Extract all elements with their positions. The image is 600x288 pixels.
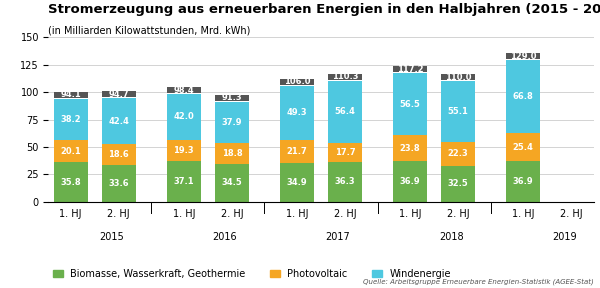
- Bar: [215, 164, 249, 202]
- Bar: [215, 143, 249, 164]
- Text: 42.0: 42.0: [173, 112, 194, 122]
- Text: 36.3: 36.3: [335, 177, 355, 186]
- Bar: [102, 165, 136, 202]
- Text: 37.1: 37.1: [173, 177, 194, 186]
- Text: 25.4: 25.4: [513, 143, 534, 152]
- Bar: [441, 74, 475, 80]
- Text: 18.8: 18.8: [221, 149, 242, 158]
- Text: 22.3: 22.3: [448, 149, 469, 158]
- Bar: [393, 135, 427, 161]
- Bar: [506, 133, 540, 161]
- Bar: [393, 67, 427, 73]
- Bar: [280, 163, 314, 202]
- Text: 32.5: 32.5: [448, 179, 469, 188]
- Bar: [328, 143, 362, 162]
- Bar: [393, 73, 427, 135]
- Text: 94.7: 94.7: [109, 90, 129, 99]
- Text: Stromerzeugung aus erneuerbaren Energien in den Halbjahren (2015 - 2018): Stromerzeugung aus erneuerbaren Energien…: [48, 3, 600, 16]
- Text: 56.4: 56.4: [335, 107, 355, 116]
- Text: 2017: 2017: [326, 232, 350, 242]
- Bar: [215, 102, 249, 143]
- Bar: [441, 81, 475, 142]
- Bar: [328, 74, 362, 80]
- Bar: [506, 60, 540, 133]
- Text: 129.0: 129.0: [510, 52, 536, 61]
- Text: 106.0: 106.0: [284, 77, 310, 86]
- Text: 66.8: 66.8: [513, 92, 533, 101]
- Bar: [167, 87, 201, 93]
- Bar: [215, 95, 249, 101]
- Bar: [102, 98, 136, 145]
- Text: 33.6: 33.6: [109, 179, 129, 188]
- Bar: [328, 81, 362, 143]
- Bar: [441, 142, 475, 166]
- Text: 34.9: 34.9: [287, 178, 307, 187]
- Text: 21.7: 21.7: [287, 147, 307, 156]
- Bar: [167, 161, 201, 202]
- Bar: [280, 86, 314, 140]
- Bar: [280, 140, 314, 163]
- Text: 2019: 2019: [552, 232, 577, 242]
- Text: 42.4: 42.4: [108, 117, 129, 126]
- Text: 98.4: 98.4: [173, 86, 194, 94]
- Bar: [506, 161, 540, 202]
- Text: 38.2: 38.2: [61, 115, 81, 124]
- Text: 36.9: 36.9: [400, 177, 421, 186]
- Text: 117.2: 117.2: [397, 65, 424, 74]
- Text: Quelle: Arbeitsgruppe Erneuerbare Energien-Statistik (AGEE-Stat): Quelle: Arbeitsgruppe Erneuerbare Energi…: [363, 278, 594, 285]
- Text: 55.1: 55.1: [448, 107, 469, 116]
- Bar: [167, 140, 201, 161]
- Bar: [441, 166, 475, 202]
- Text: (in Milliarden Kilowattstunden, Mrd. kWh): (in Milliarden Kilowattstunden, Mrd. kWh…: [48, 26, 250, 36]
- Text: 49.3: 49.3: [287, 108, 307, 117]
- Text: 35.8: 35.8: [61, 177, 81, 187]
- Text: 2015: 2015: [99, 232, 124, 242]
- Bar: [102, 145, 136, 165]
- Text: 36.9: 36.9: [513, 177, 533, 186]
- Bar: [53, 92, 88, 98]
- Text: 94.1: 94.1: [60, 90, 81, 99]
- Legend: Biomasse, Wasserkraft, Geothermie, Photovoltaic, Windenergie: Biomasse, Wasserkraft, Geothermie, Photo…: [53, 269, 451, 279]
- Bar: [102, 91, 136, 97]
- Bar: [328, 162, 362, 202]
- Bar: [53, 98, 88, 141]
- Text: 18.6: 18.6: [109, 150, 129, 159]
- Bar: [280, 79, 314, 85]
- Text: 37.9: 37.9: [221, 118, 242, 127]
- Text: 2016: 2016: [212, 232, 237, 242]
- Text: 110.0: 110.0: [445, 73, 472, 82]
- Text: 56.5: 56.5: [400, 100, 421, 109]
- Bar: [167, 94, 201, 140]
- Text: 20.1: 20.1: [60, 147, 81, 156]
- Bar: [393, 161, 427, 202]
- Bar: [506, 53, 540, 59]
- Bar: [53, 141, 88, 162]
- Text: 19.3: 19.3: [173, 146, 194, 155]
- Text: 34.5: 34.5: [221, 178, 242, 187]
- Text: 23.8: 23.8: [400, 144, 421, 153]
- Text: 2018: 2018: [439, 232, 463, 242]
- Bar: [53, 162, 88, 202]
- Text: 110.3: 110.3: [332, 72, 358, 82]
- Text: 17.7: 17.7: [335, 148, 355, 157]
- Text: 91.3: 91.3: [221, 93, 242, 103]
